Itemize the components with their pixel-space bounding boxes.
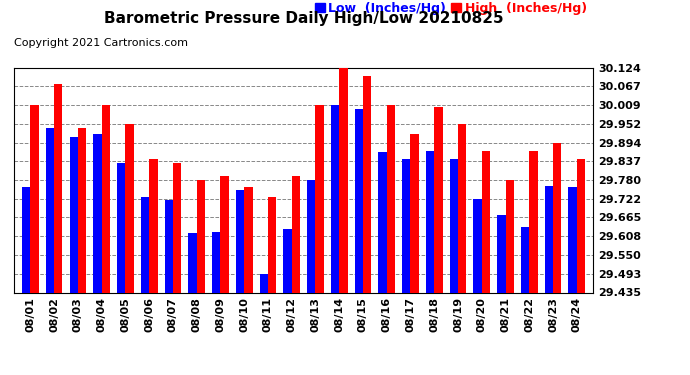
Bar [173, 162, 181, 292]
Bar [402, 159, 411, 292]
Bar [292, 176, 300, 292]
Bar [363, 76, 371, 292]
Bar [30, 105, 39, 292]
Bar [434, 107, 442, 292]
Bar [307, 180, 315, 292]
Bar [268, 197, 276, 292]
Bar [521, 227, 529, 292]
Bar [46, 128, 55, 292]
Bar [458, 124, 466, 292]
Bar [569, 188, 577, 292]
Bar [378, 152, 386, 292]
Bar [126, 124, 134, 292]
Bar [339, 68, 348, 292]
Bar [284, 230, 292, 292]
Bar [482, 151, 490, 292]
Bar [212, 232, 221, 292]
Bar [236, 190, 244, 292]
Bar [386, 105, 395, 292]
Bar [497, 215, 506, 292]
Bar [544, 186, 553, 292]
Bar [117, 162, 126, 292]
Bar [101, 105, 110, 292]
Bar [529, 151, 538, 292]
Bar [577, 159, 585, 292]
Bar [221, 176, 229, 292]
Bar [473, 199, 482, 292]
Bar [315, 105, 324, 292]
Bar [141, 197, 149, 292]
Bar [93, 134, 101, 292]
Bar [450, 159, 458, 292]
Bar [78, 128, 86, 292]
Legend: Low  (Inches/Hg), High  (Inches/Hg): Low (Inches/Hg), High (Inches/Hg) [315, 2, 587, 15]
Bar [165, 200, 173, 292]
Text: Copyright 2021 Cartronics.com: Copyright 2021 Cartronics.com [14, 38, 188, 48]
Bar [22, 188, 30, 292]
Bar [553, 143, 562, 292]
Bar [426, 151, 434, 292]
Bar [331, 105, 339, 292]
Bar [259, 273, 268, 292]
Bar [244, 188, 253, 292]
Bar [149, 159, 157, 292]
Bar [188, 233, 197, 292]
Bar [506, 180, 514, 292]
Bar [355, 109, 363, 292]
Text: Barometric Pressure Daily High/Low 20210825: Barometric Pressure Daily High/Low 20210… [104, 11, 504, 26]
Bar [70, 137, 78, 292]
Bar [55, 84, 63, 292]
Bar [197, 180, 205, 292]
Bar [411, 134, 419, 292]
